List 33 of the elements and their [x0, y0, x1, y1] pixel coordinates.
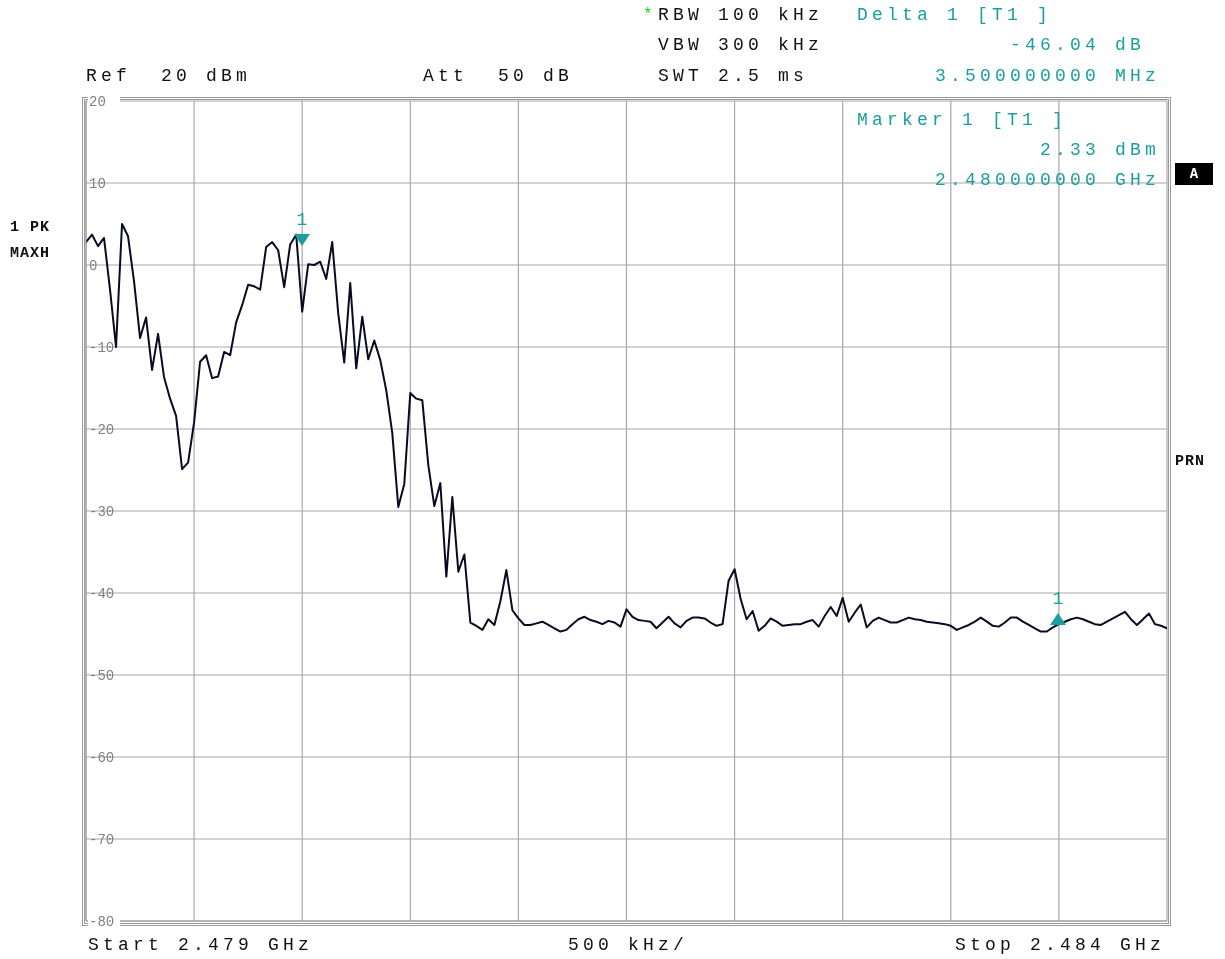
text: 1 PK — [10, 218, 51, 238]
text: Att 50 dB — [423, 65, 574, 87]
text: PRN — [1175, 452, 1206, 472]
text: Start 2.479 GHz — [88, 934, 314, 956]
y-tick-label: -50 — [89, 668, 115, 684]
annotation: 2.480000000 GHz — [934, 169, 1160, 191]
y-tick-label: -40 — [89, 586, 115, 602]
annotation: 1 — [295, 209, 309, 231]
text: Delta 1 [T1 ] — [857, 4, 1053, 26]
y-tick-label: -80 — [89, 914, 115, 930]
text: MAXH — [10, 244, 51, 264]
text: Ref 20 dBm — [86, 65, 252, 87]
text: VBW 300 kHz — [658, 34, 824, 56]
text: RBW 100 kHz — [658, 4, 824, 26]
text: -46.04 dB — [1009, 34, 1145, 56]
y-tick-label: -20 — [89, 422, 115, 438]
line-series — [86, 223, 1167, 633]
text: * — [643, 5, 657, 26]
y-tick-label: -10 — [89, 340, 115, 356]
text: SWT 2.5 ms — [658, 65, 809, 87]
y-tick-label: -30 — [89, 504, 115, 520]
text: Stop 2.484 GHz — [954, 934, 1165, 956]
y-tick-label: 20 — [89, 94, 106, 110]
y-tick-label: -60 — [89, 750, 115, 766]
annotation: 1 — [1051, 588, 1065, 610]
text: 3.500000000 MHz — [934, 65, 1160, 87]
text: 500 kHz/ — [568, 934, 689, 956]
annotation: Marker 1 [T1 ] — [857, 109, 1068, 131]
y-tick-label: -70 — [89, 832, 115, 848]
y-tick-label: 10 — [89, 176, 106, 192]
text: A — [1175, 163, 1213, 185]
annotation: 2.33 dBm — [1039, 139, 1160, 161]
y-tick-label: 0 — [89, 258, 98, 274]
